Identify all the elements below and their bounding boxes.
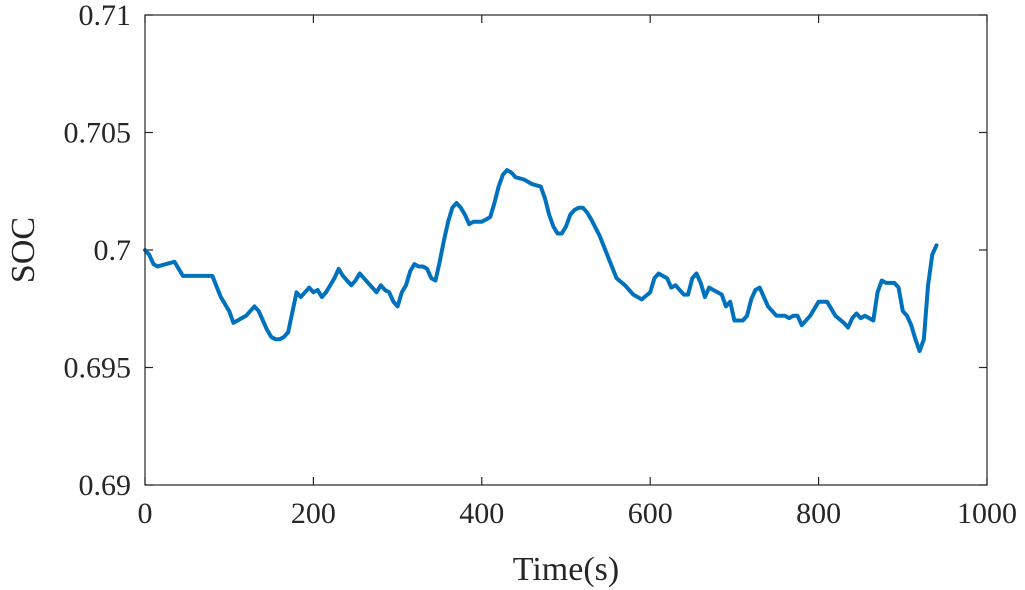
x-axis-label: Time(s): [513, 551, 619, 588]
tick-marks: [144, 14, 988, 486]
x-tick-label: 0: [138, 497, 153, 530]
series-layer: [143, 168, 939, 354]
x-tick-label: 400: [459, 497, 504, 530]
y-tick-label: 0.7: [94, 234, 132, 267]
x-tick-label: 200: [291, 497, 336, 530]
tick-labels: 0 200 400 600 800 1000 0.69 0.695 0.7 0.705 0.71: [64, 0, 1018, 530]
y-tick-label: 0.695: [64, 352, 132, 385]
x-tick-label: 1000: [957, 497, 1017, 530]
y-tick-label: 0.705: [64, 117, 132, 150]
x-tick-label: 600: [628, 497, 673, 530]
soc-series-line: [143, 168, 939, 354]
y-axis-label: SOC: [5, 217, 42, 283]
x-tick-label: 800: [796, 497, 841, 530]
y-tick-label: 0.71: [79, 0, 132, 32]
y-tick-label: 0.69: [79, 469, 132, 502]
plot-frame: [144, 14, 988, 486]
